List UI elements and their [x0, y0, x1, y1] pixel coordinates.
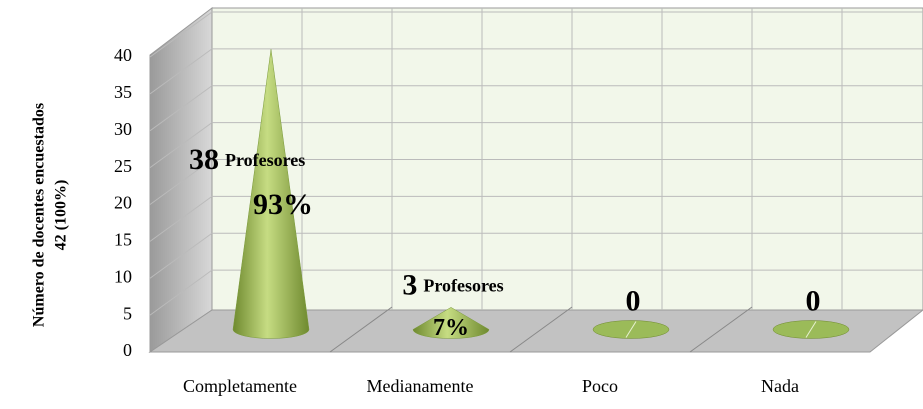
data-label: 3 Profesores: [402, 268, 503, 301]
x-tick-label: Medianamente: [367, 376, 474, 396]
y-tick-label: 25: [114, 156, 132, 176]
grid-line: [149, 122, 213, 169]
grid-line: [149, 232, 213, 279]
cone: [232, 49, 310, 339]
x-tick-label: Nada: [761, 376, 799, 396]
y-tick-label: 35: [114, 82, 132, 102]
x-tick-label: Poco: [582, 376, 618, 396]
y-tick-label: 30: [114, 119, 132, 139]
data-label-unit: Profesores: [225, 150, 305, 170]
floor-line: [329, 306, 393, 353]
data-label: 0: [806, 284, 821, 317]
y-axis-title: Número de docentes encuestados: [31, 103, 48, 327]
y-axis-title: 42 (100%): [53, 180, 70, 251]
y-tick-label: 5: [123, 303, 132, 323]
y-tick-label: 10: [114, 266, 132, 286]
percent-label: 7%: [433, 315, 469, 341]
percent-label: 93%: [253, 188, 313, 221]
floor-line: [509, 306, 573, 353]
cone-edge: [625, 321, 637, 338]
cone-edge: [805, 321, 817, 338]
cone: [412, 307, 490, 339]
data-label-value: 38: [189, 143, 219, 176]
grid-line: [149, 159, 213, 205]
y-tick-label: 15: [114, 230, 132, 250]
grid-line: [149, 11, 213, 58]
data-label: 0: [626, 284, 641, 317]
data-label-value: 0: [626, 284, 641, 317]
grid-line: [149, 269, 213, 316]
data-label-value: 3: [402, 268, 417, 301]
y-tick-label: 0: [123, 340, 132, 360]
y-tick-label: 20: [114, 193, 132, 213]
data-label-value: 0: [806, 284, 821, 317]
grid-line: [149, 48, 213, 95]
data-label-unit: Profesores: [423, 276, 503, 296]
y-tick-label: 40: [114, 45, 132, 65]
floor-line: [689, 306, 753, 353]
grid-line: [149, 85, 213, 132]
data-label: 38 Profesores: [189, 143, 305, 176]
x-tick-label: Completamente: [183, 376, 297, 396]
grid-line: [149, 195, 213, 242]
